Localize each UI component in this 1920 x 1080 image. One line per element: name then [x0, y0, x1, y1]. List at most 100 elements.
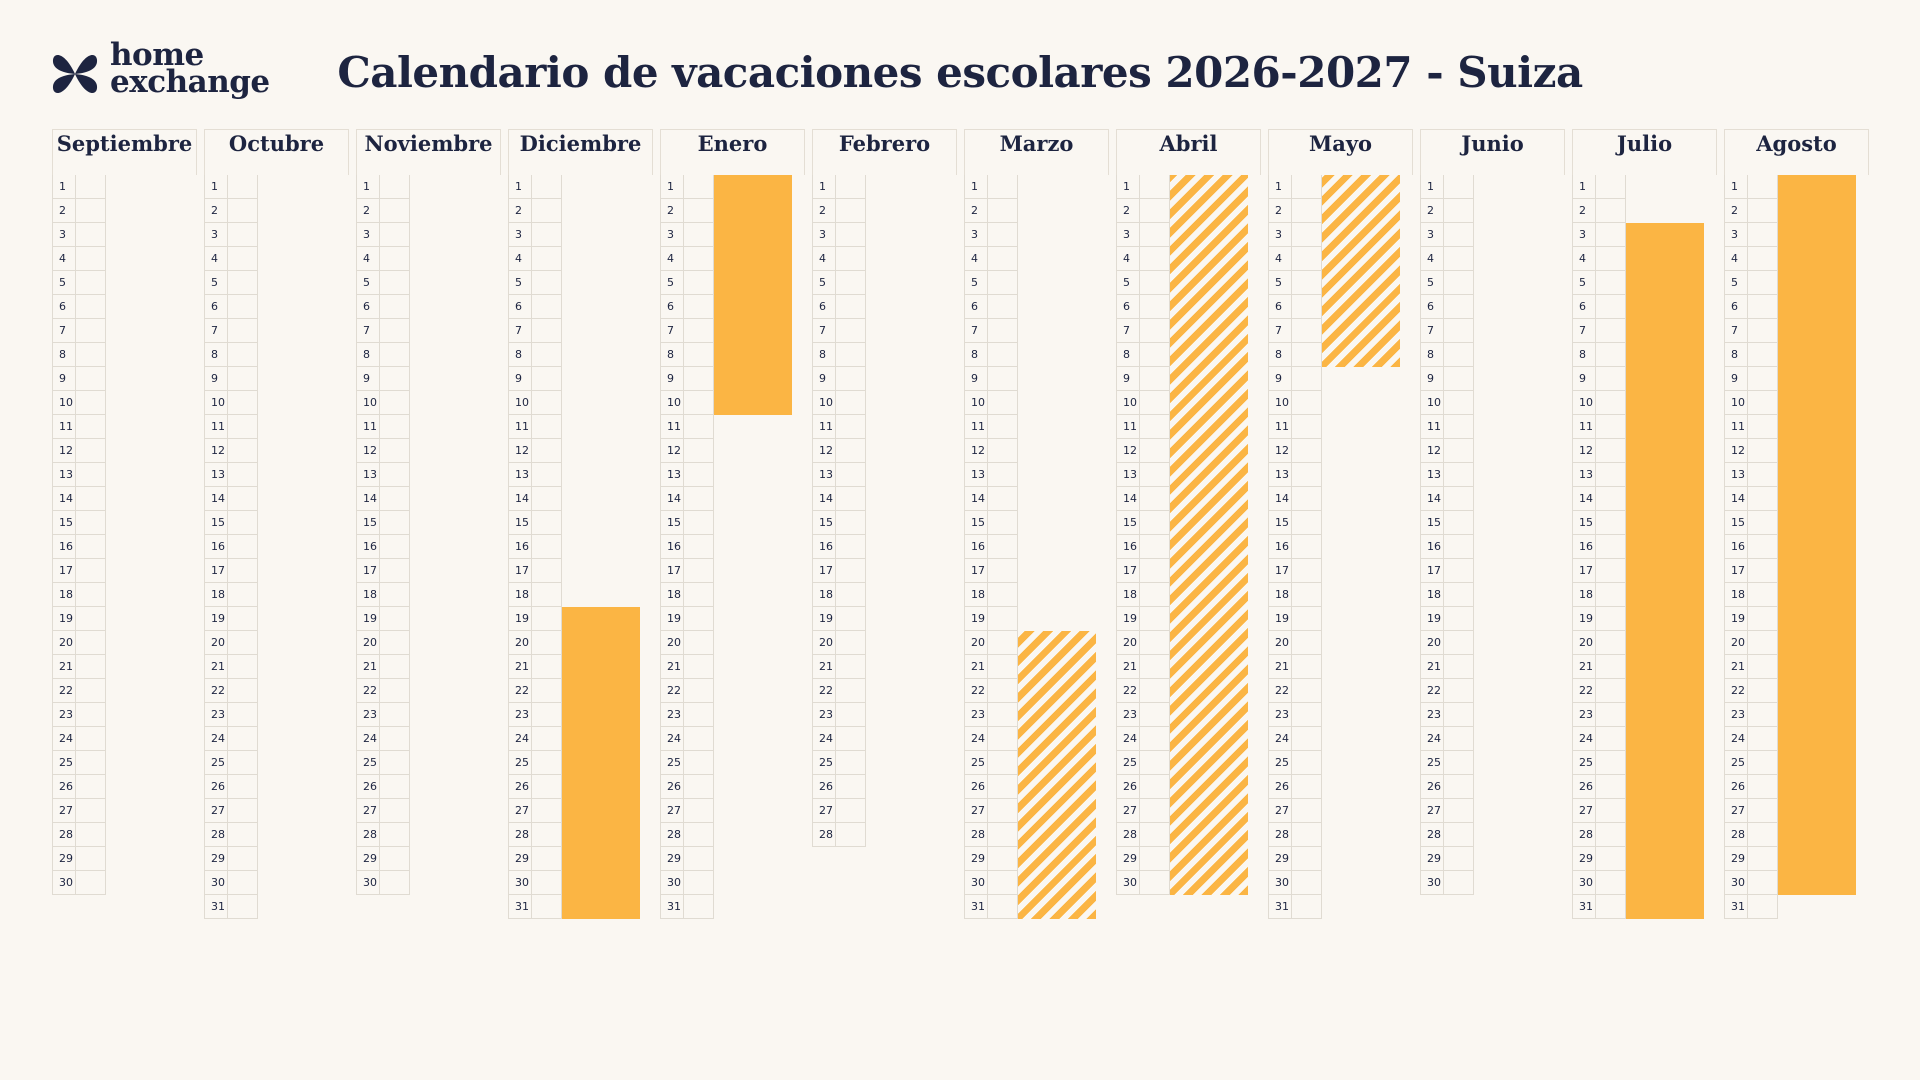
- day-number: 17: [204, 559, 228, 583]
- day-number: 25: [52, 751, 76, 775]
- day-number: 22: [356, 679, 380, 703]
- day-number: 3: [204, 223, 228, 247]
- day-number: 22: [660, 679, 684, 703]
- day-row: 16: [964, 535, 1018, 559]
- day-row: 20: [356, 631, 410, 655]
- month-header: Enero: [660, 129, 805, 175]
- day-cell: [836, 247, 866, 271]
- day-number: 16: [204, 535, 228, 559]
- day-row: 21: [356, 655, 410, 679]
- day-number: 19: [660, 607, 684, 631]
- day-row: 25: [660, 751, 714, 775]
- day-cell: [380, 199, 410, 223]
- day-number: 11: [1116, 415, 1140, 439]
- day-cell: [1140, 247, 1170, 271]
- day-number: 30: [508, 871, 532, 895]
- day-row: 10: [1572, 391, 1626, 415]
- day-cell: [1748, 583, 1778, 607]
- day-number: 26: [964, 775, 988, 799]
- day-cell: [1292, 367, 1322, 391]
- day-row: 27: [1572, 799, 1626, 823]
- day-number: 21: [1116, 655, 1140, 679]
- day-cell: [76, 199, 106, 223]
- day-cell: [988, 415, 1018, 439]
- day-row: 31: [204, 895, 258, 919]
- day-row: 31: [1724, 895, 1778, 919]
- day-cell: [684, 799, 714, 823]
- month-header: Septiembre: [52, 129, 197, 175]
- day-number: 13: [356, 463, 380, 487]
- day-cell: [1748, 607, 1778, 631]
- day-cell: [76, 607, 106, 631]
- day-number: 4: [812, 247, 836, 271]
- day-row: 15: [1724, 511, 1778, 535]
- month-column-diciembre: Diciembre 1 2 3 4 5 6 7 8 9 10 11 12 13 14 15 16 17 18 19 20…: [508, 129, 653, 929]
- day-number: 19: [1116, 607, 1140, 631]
- day-cell: [380, 559, 410, 583]
- day-number: 9: [660, 367, 684, 391]
- day-cell: [684, 367, 714, 391]
- day-row: 19: [812, 607, 866, 631]
- day-row: 11: [1420, 415, 1474, 439]
- day-row: 24: [812, 727, 866, 751]
- day-number: 7: [812, 319, 836, 343]
- holiday-period-bar: [1018, 631, 1096, 919]
- day-row: 21: [812, 655, 866, 679]
- day-row: 17: [508, 559, 562, 583]
- day-cell: [76, 367, 106, 391]
- day-cell: [228, 487, 258, 511]
- day-number: 4: [1116, 247, 1140, 271]
- day-row: 24: [1116, 727, 1170, 751]
- day-number: 2: [508, 199, 532, 223]
- day-row: 25: [204, 751, 258, 775]
- day-cell: [1140, 367, 1170, 391]
- day-row: 26: [1572, 775, 1626, 799]
- day-number: 16: [964, 535, 988, 559]
- day-number: 5: [1116, 271, 1140, 295]
- day-row: 21: [508, 655, 562, 679]
- day-cell: [1292, 271, 1322, 295]
- day-row: 1: [964, 175, 1018, 199]
- day-number: 23: [660, 703, 684, 727]
- day-row: 16: [1572, 535, 1626, 559]
- day-row: 2: [812, 199, 866, 223]
- day-row: 1: [1420, 175, 1474, 199]
- day-row: 30: [508, 871, 562, 895]
- day-cell: [76, 415, 106, 439]
- day-number: 20: [1268, 631, 1292, 655]
- day-row: 13: [1724, 463, 1778, 487]
- day-row: 8: [660, 343, 714, 367]
- day-number: 18: [812, 583, 836, 607]
- day-row: 10: [1268, 391, 1322, 415]
- day-row: 30: [204, 871, 258, 895]
- day-row: 7: [52, 319, 106, 343]
- day-row: 11: [52, 415, 106, 439]
- day-number: 26: [508, 775, 532, 799]
- day-cell: [988, 655, 1018, 679]
- day-row: 13: [356, 463, 410, 487]
- day-cell: [684, 847, 714, 871]
- day-number: 21: [356, 655, 380, 679]
- day-number: 14: [812, 487, 836, 511]
- day-row: 17: [52, 559, 106, 583]
- day-cell: [76, 871, 106, 895]
- day-number: 8: [204, 343, 228, 367]
- day-cell: [380, 463, 410, 487]
- day-cell: [76, 583, 106, 607]
- day-cell: [1140, 511, 1170, 535]
- day-cell: [1292, 679, 1322, 703]
- day-number: 28: [1572, 823, 1596, 847]
- day-number: 24: [1572, 727, 1596, 751]
- day-number: 30: [1724, 871, 1748, 895]
- day-number: 29: [1724, 847, 1748, 871]
- day-number: 7: [1420, 319, 1444, 343]
- day-number: 6: [52, 295, 76, 319]
- day-row: 28: [1724, 823, 1778, 847]
- day-row: 20: [1268, 631, 1322, 655]
- day-row: 4: [1420, 247, 1474, 271]
- day-number: 5: [660, 271, 684, 295]
- day-number: 23: [356, 703, 380, 727]
- day-row: 12: [964, 439, 1018, 463]
- day-cell: [1444, 271, 1474, 295]
- day-row: 13: [1572, 463, 1626, 487]
